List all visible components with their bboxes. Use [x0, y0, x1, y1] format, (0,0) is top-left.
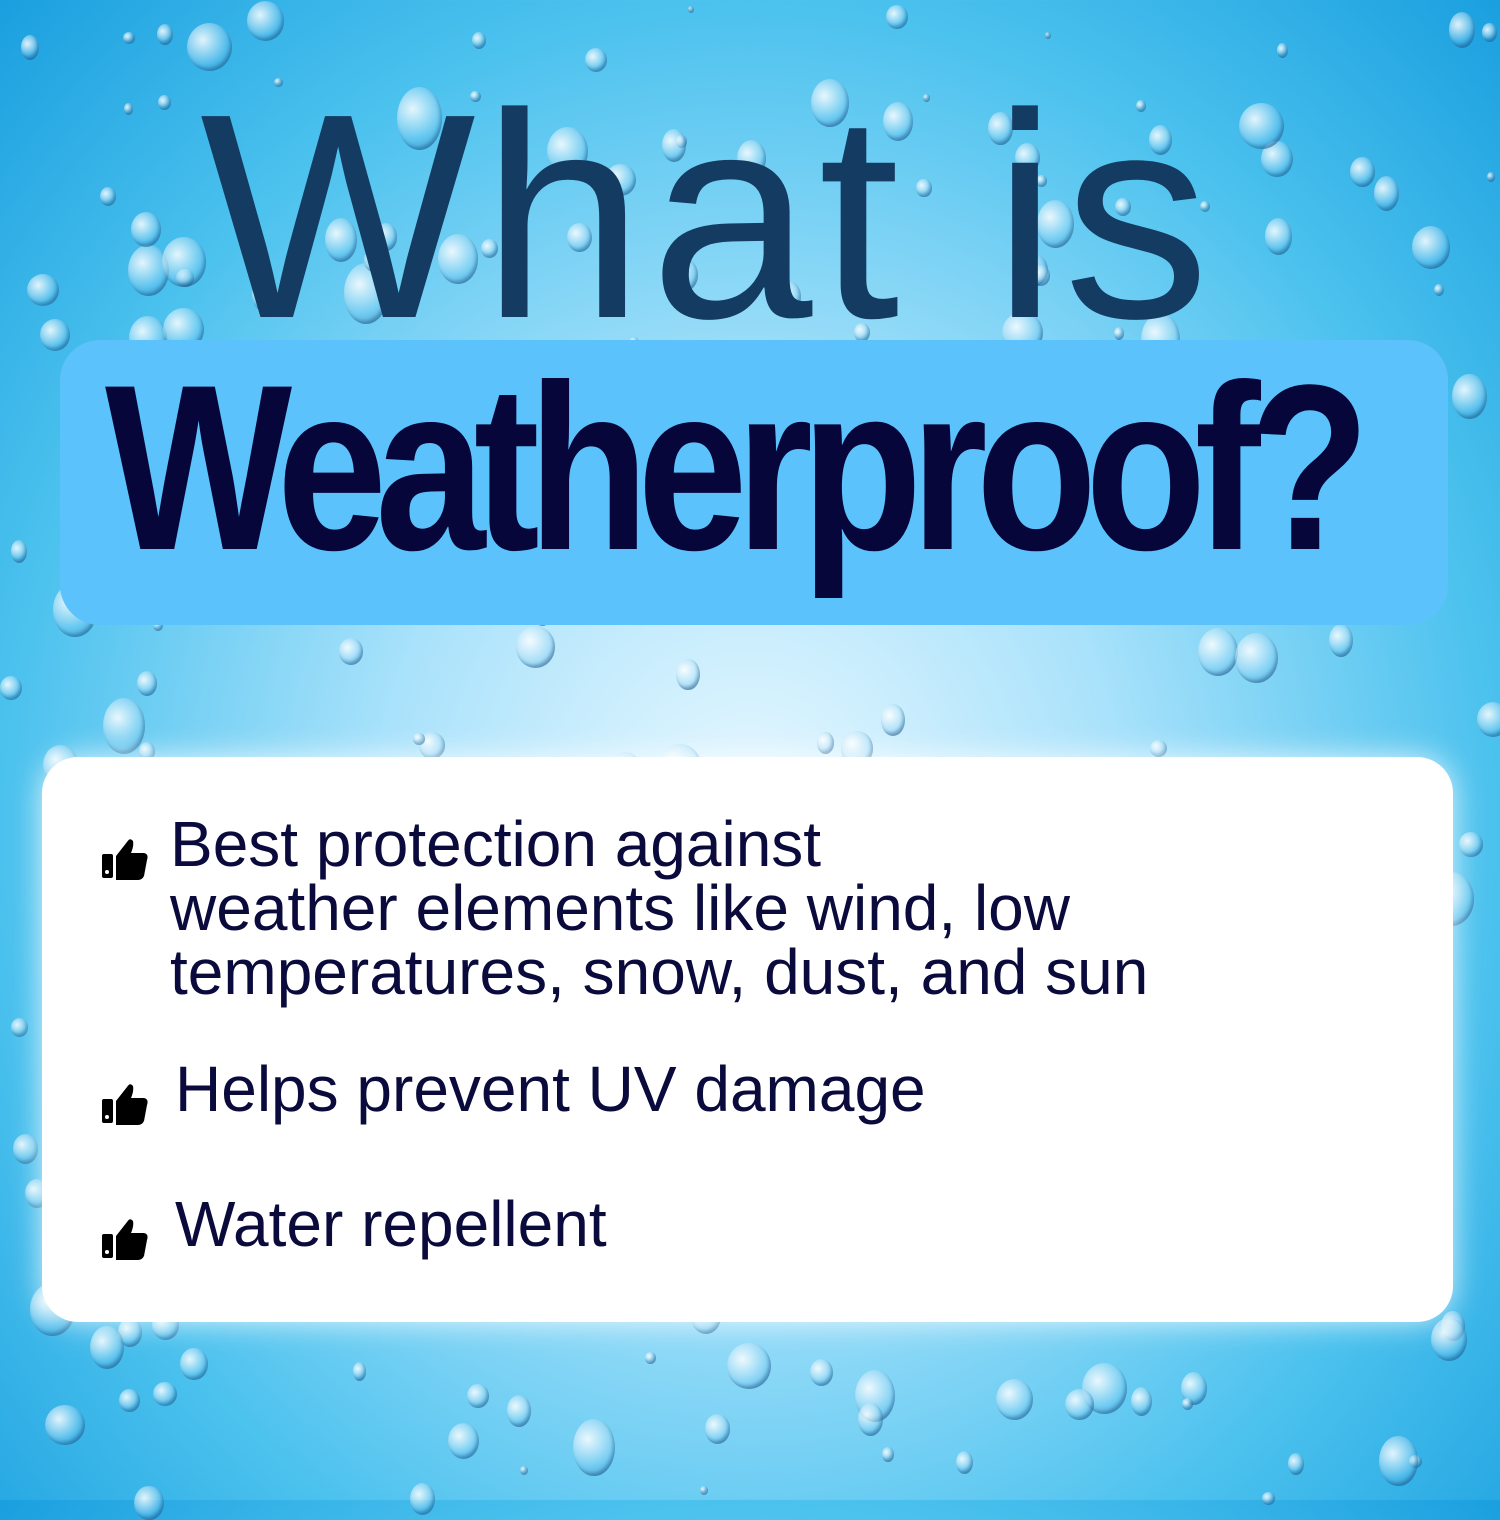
water-drop	[955, 1451, 973, 1475]
water-drop	[1328, 623, 1354, 658]
water-drop	[27, 274, 60, 307]
water-drop	[645, 1351, 656, 1364]
water-drop	[472, 32, 487, 50]
water-drop	[134, 1485, 164, 1520]
water-drop	[1448, 11, 1476, 48]
water-drop	[1150, 739, 1168, 758]
water-drop	[1411, 226, 1451, 269]
water-drop	[676, 658, 700, 691]
water-drop	[700, 1485, 709, 1495]
water-drop	[448, 1423, 480, 1460]
heading-line-1: What is	[200, 53, 1216, 379]
water-drop	[124, 102, 134, 115]
water-drop	[882, 1447, 894, 1462]
water-drop	[1373, 175, 1399, 211]
thumbs-up-icon	[102, 1084, 148, 1125]
water-drop	[1044, 32, 1051, 40]
water-drop	[180, 1348, 208, 1381]
water-drop	[816, 731, 835, 754]
water-drop	[809, 1359, 834, 1387]
water-drop	[410, 1482, 436, 1516]
water-drop	[573, 1418, 615, 1477]
water-drop	[520, 1466, 529, 1476]
water-drop	[1262, 1492, 1276, 1505]
water-drop	[1276, 43, 1288, 58]
water-drop	[0, 675, 22, 701]
heading-line-2: Weatherproof?	[105, 336, 1370, 600]
water-drop	[1287, 1452, 1305, 1475]
water-drop	[176, 268, 195, 288]
water-drop	[130, 212, 162, 248]
water-drop	[352, 1361, 367, 1381]
water-drop	[506, 1395, 531, 1427]
thumbs-up-icon	[102, 1219, 148, 1260]
water-drop	[1433, 283, 1445, 297]
water-drop	[1264, 218, 1293, 256]
water-drop	[1180, 1372, 1207, 1406]
water-drop	[21, 34, 40, 60]
water-drop	[45, 1404, 86, 1446]
water-drop	[127, 244, 170, 296]
water-drop	[467, 1383, 489, 1408]
water-drop	[99, 187, 116, 207]
water-drop	[1431, 1318, 1467, 1361]
water-drop	[886, 5, 909, 30]
feature-text: Helps prevent UV damage	[175, 1053, 926, 1125]
water-drop	[1197, 628, 1238, 677]
water-drop	[1350, 157, 1375, 187]
water-drop	[516, 625, 556, 668]
water-drop	[10, 539, 28, 563]
water-drop	[137, 671, 158, 696]
water-drop	[339, 638, 364, 665]
features-card: Best protection against weather elements…	[42, 757, 1453, 1322]
water-drop	[153, 1381, 177, 1406]
feature-text: Best protection against weather elements…	[170, 808, 1149, 1008]
water-drop	[158, 94, 171, 111]
feature-item: Best protection against weather elements…	[100, 812, 1148, 1004]
water-drop	[881, 703, 906, 737]
water-drop	[1477, 702, 1500, 738]
water-drop	[1261, 140, 1293, 178]
water-drop	[1486, 171, 1495, 183]
water-drop	[1182, 1397, 1194, 1411]
water-drop	[39, 318, 71, 352]
water-drop	[413, 732, 426, 746]
water-drop	[704, 1414, 731, 1445]
water-drop	[1441, 1311, 1465, 1341]
water-drop	[1379, 1436, 1418, 1487]
water-drop	[10, 1018, 29, 1038]
water-drop	[1459, 832, 1483, 857]
water-drop	[122, 31, 136, 45]
water-drop	[1130, 1386, 1152, 1416]
water-drop	[1452, 373, 1487, 420]
water-drop	[1408, 1454, 1422, 1469]
water-drop	[1481, 23, 1498, 42]
water-drop	[858, 1402, 884, 1437]
thumbs-up-icon	[102, 839, 148, 880]
water-drop	[102, 698, 145, 754]
water-drop	[117, 1318, 142, 1347]
highlight-box	[60, 340, 1448, 625]
water-drop	[1238, 102, 1284, 150]
water-drop	[119, 1389, 140, 1413]
water-drop	[726, 1342, 772, 1389]
water-drop	[156, 23, 173, 45]
water-drop	[687, 5, 694, 13]
feature-text: Water repellent	[175, 1188, 607, 1260]
feature-item: Water repellent	[100, 1192, 607, 1264]
water-drop	[995, 1378, 1034, 1421]
water-drop	[12, 1134, 38, 1164]
water-drop	[1081, 1362, 1128, 1415]
water-drop	[89, 1325, 125, 1370]
feature-item: Helps prevent UV damage	[100, 1057, 926, 1129]
water-drop	[1065, 1389, 1095, 1421]
water-drop	[419, 732, 446, 759]
water-drop	[855, 1370, 896, 1423]
water-drop	[246, 1, 285, 42]
water-drop	[1235, 633, 1279, 684]
